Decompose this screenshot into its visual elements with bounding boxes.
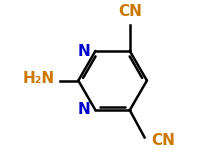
Text: H₂N: H₂N	[23, 71, 55, 86]
Text: CN: CN	[118, 4, 142, 19]
Text: CN: CN	[151, 133, 175, 148]
Text: N: N	[77, 44, 90, 59]
Text: N: N	[77, 102, 90, 117]
